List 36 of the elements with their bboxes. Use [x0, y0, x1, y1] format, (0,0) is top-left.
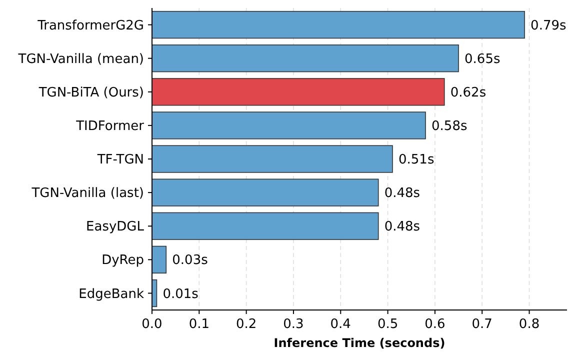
y-tick-label: TIDFormer: [75, 118, 145, 134]
data-label: 0.58s: [432, 118, 468, 134]
bar: [152, 178, 379, 206]
bar: [152, 112, 426, 140]
bar: [152, 10, 525, 39]
y-tick-label: TGN-BiTA (Ours): [38, 85, 144, 100]
data-label: 0.62s: [450, 85, 486, 100]
x-tick-label: 0.2: [236, 317, 257, 332]
x-tick-label: 0.7: [472, 317, 492, 332]
x-tick-label: 0.1: [188, 317, 210, 332]
x-tick-label: 0.4: [330, 317, 351, 332]
data-label: 0.48s: [384, 220, 420, 235]
data-label: 0.51s: [398, 152, 434, 168]
y-tick-label: TGN-Vanilla (mean): [17, 52, 144, 67]
data-label: 0.03s: [172, 253, 208, 268]
y-tick-label: DyRep: [102, 253, 144, 268]
y-tick-label: EdgeBank: [78, 286, 144, 302]
x-tick-label: 0.8: [518, 317, 540, 332]
data-label: 0.01s: [162, 286, 199, 302]
bar: [152, 44, 459, 72]
y-tick-label: TransformerG2G: [36, 18, 144, 34]
y-tick-label: TF-TGN: [96, 152, 144, 168]
x-tick-label: 0.5: [377, 317, 398, 332]
data-label: 0.48s: [384, 186, 420, 202]
data-label: 0.65s: [464, 52, 500, 67]
data-label: 0.79s: [530, 18, 566, 34]
bar: [152, 145, 393, 173]
bar: [152, 78, 445, 106]
x-tick-label: 0.3: [283, 317, 304, 332]
x-tick-label: 0.0: [142, 317, 162, 332]
bar: [152, 246, 167, 274]
bar: [152, 212, 379, 240]
x-tick-label: 0.6: [424, 317, 446, 332]
y-tick-label: TGN-Vanilla (last): [30, 186, 144, 202]
y-tick-label: EasyDGL: [86, 220, 145, 235]
x-axis-title: Inference Time (seconds): [274, 336, 446, 350]
